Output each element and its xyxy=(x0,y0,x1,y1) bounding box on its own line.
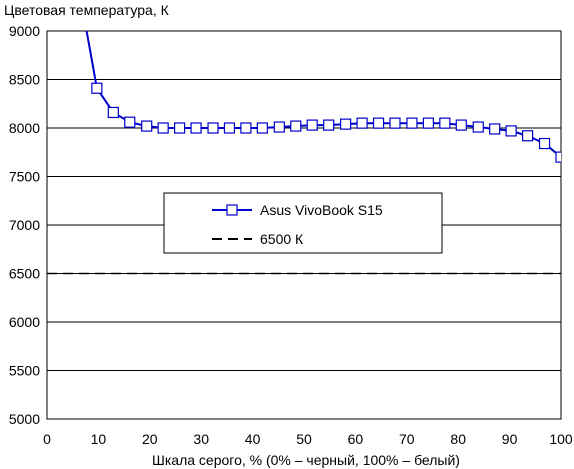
x-tick-label: 20 xyxy=(142,431,158,447)
x-tick-label: 80 xyxy=(450,431,466,447)
x-tick-label: 0 xyxy=(43,431,51,447)
y-tick-label: 8000 xyxy=(9,120,40,136)
legend-label-6500: 6500 К xyxy=(260,231,304,247)
x-tick-label: 90 xyxy=(502,431,518,447)
data-point xyxy=(91,82,103,94)
y-tick-label: 7500 xyxy=(9,169,40,185)
data-point xyxy=(207,122,219,134)
data-point xyxy=(240,122,252,134)
series-layer xyxy=(47,31,561,275)
x-tick-label: 100 xyxy=(549,431,573,447)
legend: Asus VivoBook S15 6500 К xyxy=(163,192,443,254)
data-point xyxy=(406,117,418,129)
data-point xyxy=(472,121,484,133)
plot-frame xyxy=(46,30,562,420)
data-point xyxy=(422,117,434,129)
y-tick-label: 8500 xyxy=(9,72,40,88)
data-point xyxy=(141,120,153,132)
data-point xyxy=(256,122,268,134)
x-tick-label: 50 xyxy=(296,431,312,447)
data-point xyxy=(190,122,202,134)
data-point xyxy=(455,119,467,131)
x-axis-label: Шкала серого, % (0% – черный, 100% – бел… xyxy=(152,452,460,468)
data-point xyxy=(290,120,302,132)
data-point xyxy=(223,122,236,134)
data-point xyxy=(323,119,335,131)
legend-box xyxy=(163,192,443,254)
y-tick-label: 7000 xyxy=(9,217,40,233)
data-point xyxy=(124,116,136,128)
data-point xyxy=(372,117,385,129)
x-tick-label: 60 xyxy=(348,431,364,447)
data-point xyxy=(489,123,501,135)
data-point xyxy=(505,125,517,137)
data-point xyxy=(174,122,186,134)
x-tick-label: 70 xyxy=(399,431,415,447)
series-0 xyxy=(85,31,561,163)
y-tick-label: 6000 xyxy=(9,314,40,330)
x-tick-labels: 0 10 20 30 40 50 60 70 80 90 100 xyxy=(43,431,573,447)
legend-marker-asus xyxy=(226,204,238,216)
y-tick-label: 5000 xyxy=(9,411,40,427)
y-tick-labels: 5000 5500 6000 6500 7000 7500 8000 8500 9000 xyxy=(9,23,40,427)
data-point xyxy=(157,122,169,134)
data-point xyxy=(273,121,285,133)
data-point xyxy=(521,130,534,142)
data-point xyxy=(107,106,119,119)
data-point xyxy=(555,151,561,163)
data-point xyxy=(340,118,352,130)
y-tick-label: 9000 xyxy=(9,23,40,39)
y-tick-label: 6500 xyxy=(9,266,40,282)
x-tick-label: 40 xyxy=(245,431,261,447)
legend-label-asus: Asus VivoBook S15 xyxy=(260,202,383,218)
data-point xyxy=(306,119,318,131)
data-point xyxy=(389,117,401,129)
chart-title: Цветовая температура, К xyxy=(4,2,170,18)
y-tick-label: 5500 xyxy=(9,363,40,379)
x-tick-label: 10 xyxy=(91,431,107,447)
data-point xyxy=(439,117,451,129)
data-point xyxy=(356,117,368,129)
data-point xyxy=(538,137,551,150)
x-tick-label: 30 xyxy=(193,431,209,447)
